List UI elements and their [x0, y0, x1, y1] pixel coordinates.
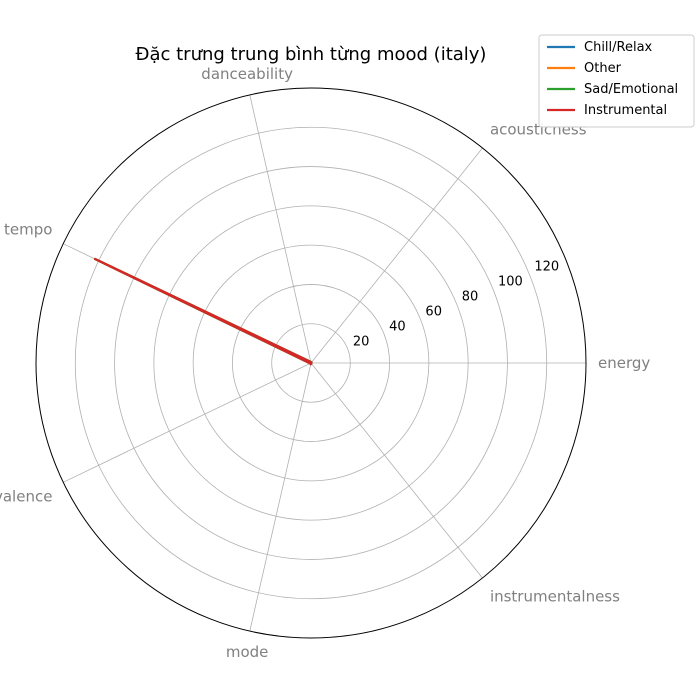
grid-spoke: [249, 94, 312, 364]
r-tick-label: 20: [353, 335, 370, 350]
axis-label-mode: mode: [226, 643, 269, 661]
legend: Chill/Relax Other Sad/Emotional Instrumenta…: [538, 34, 695, 128]
axis-label-instrumentalness: instrumentalness: [490, 587, 620, 605]
series-layer: [93, 257, 313, 366]
legend-label: Instrumental: [584, 103, 667, 118]
r-tick-label: 120: [534, 259, 559, 274]
r-tick-label: 80: [462, 290, 479, 305]
chart-title: Đặc trưng trung bình từng mood (italy): [136, 44, 487, 65]
axis-label-energy: energy: [598, 354, 650, 372]
axis-label-valence: valence: [0, 488, 52, 506]
r-tick-label: 60: [425, 305, 442, 320]
r-tick-label: 40: [389, 320, 406, 335]
legend-label: Other: [584, 61, 622, 76]
r-tick-label: 100: [498, 275, 523, 290]
legend-label: Chill/Relax: [584, 40, 653, 55]
legend-frame: [538, 34, 695, 128]
label-layer: 20406080100120energyacousticnessdanceabi…: [0, 65, 650, 661]
axis-label-danceability: danceability: [201, 65, 293, 83]
grid-spoke: [310, 147, 483, 364]
grid-spoke: [63, 362, 312, 483]
legend-label: Sad/Emotional: [584, 82, 678, 97]
series-line: [93, 257, 313, 366]
polar-frame: [35, 87, 587, 639]
grid-spoke: [310, 362, 483, 579]
axis-label-tempo: tempo: [4, 220, 52, 238]
grid-spoke: [249, 362, 312, 632]
